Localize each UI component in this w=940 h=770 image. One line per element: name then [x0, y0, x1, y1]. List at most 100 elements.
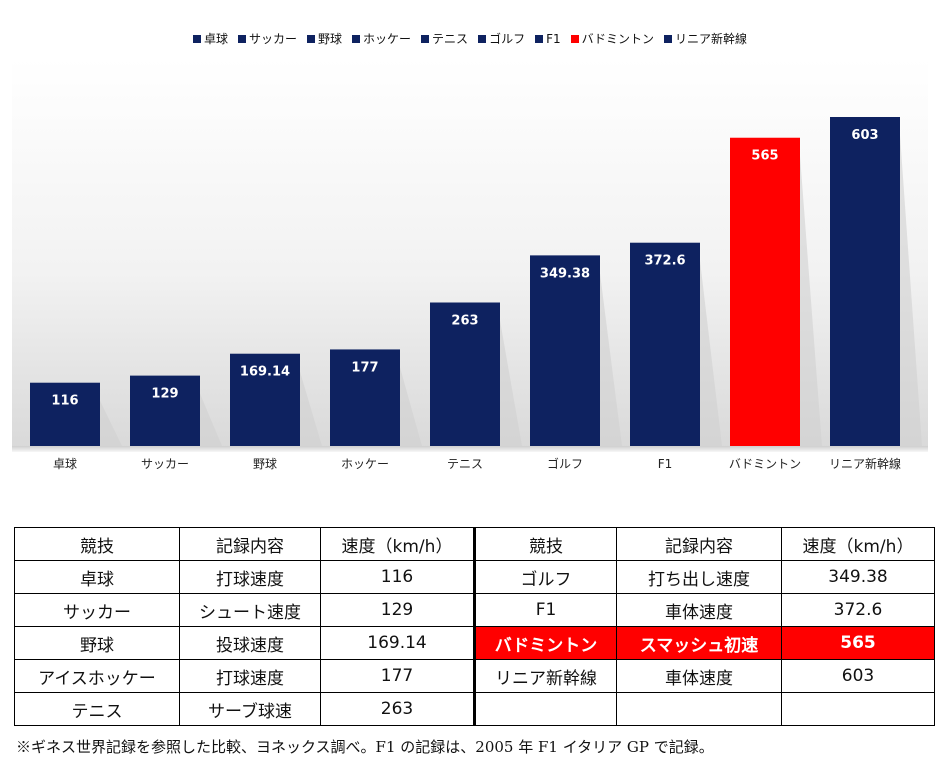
- table-header-cell: 競技: [14, 527, 180, 561]
- table-cell: 卓球: [14, 560, 180, 594]
- category-label: 卓球: [53, 457, 77, 471]
- table-cell: [616, 692, 782, 726]
- legend-item: ゴルフ: [478, 30, 525, 47]
- plot-floor: [12, 446, 928, 452]
- category-label: サッカー: [141, 457, 189, 471]
- table-row: テニス サーブ球速 263: [14, 692, 935, 726]
- bar-6: [530, 255, 600, 446]
- category-label: F1: [658, 457, 673, 471]
- table-cell: 打球速度: [179, 659, 321, 693]
- table-row: 卓球 打球速度 116 ゴルフ 打ち出し速度 349.38: [14, 560, 935, 594]
- category-label: リニア新幹線: [829, 456, 901, 471]
- table-cell: アイスホッケー: [14, 659, 180, 693]
- category-label: バドミントン: [729, 457, 801, 471]
- table-cell: 打球速度: [179, 560, 321, 594]
- bar-value-label: 263: [451, 314, 478, 329]
- table-cell: 169.14: [320, 626, 475, 660]
- legend-swatch: [421, 35, 430, 43]
- bar-value-label: 603: [851, 128, 878, 143]
- bar-value-label: 349.38: [540, 266, 590, 281]
- legend-label: 卓球: [203, 32, 228, 46]
- bar-9: [830, 117, 900, 446]
- legend-label: F1: [546, 32, 561, 46]
- legend-label: リニア新幹線: [675, 32, 748, 46]
- table-header-cell: 速度（km/h）: [781, 527, 935, 561]
- legend-swatch: [192, 35, 201, 43]
- legend-item: サッカー: [238, 30, 297, 47]
- legend-item: リニア新幹線: [664, 30, 747, 47]
- chart-legend: 卓球 サッカー 野球 ホッケー テニス ゴルフ F1 バドミントン リニア新幹線: [0, 30, 940, 47]
- table-header-cell: 速度（km/h）: [320, 527, 475, 561]
- table-cell: 349.38: [781, 560, 935, 594]
- bar-5: [430, 302, 500, 446]
- legend-label: ホッケー: [363, 32, 412, 46]
- table-cell: 603: [781, 659, 935, 693]
- bar-value-label: 177: [351, 360, 378, 375]
- bar-shadow: [800, 155, 822, 446]
- category-label: テニス: [447, 457, 483, 471]
- bar-shadow: [100, 400, 122, 446]
- table-cell: 565: [781, 626, 935, 660]
- legend-label: ゴルフ: [489, 32, 526, 46]
- table-cell: テニス: [14, 692, 180, 726]
- bar-shadow: [300, 371, 322, 446]
- table-cell: リニア新幹線: [473, 659, 617, 693]
- category-label: ゴルフ: [547, 456, 583, 471]
- legend-label: バドミントン: [581, 32, 654, 46]
- legend-item: F1: [535, 32, 561, 46]
- table-cell: 車体速度: [616, 659, 782, 693]
- bar-8: [730, 137, 800, 446]
- legend-label: 野球: [318, 32, 343, 46]
- category-label: ホッケー: [341, 457, 389, 471]
- table-cell: 野球: [14, 626, 180, 660]
- table-cell: ゴルフ: [473, 560, 617, 594]
- records-table: 競技 記録内容 速度（km/h） 競技 記録内容 速度（km/h） 卓球 打球速度 116 ゴルフ…: [14, 527, 935, 726]
- legend-swatch: [478, 35, 487, 43]
- table-row: 野球 投球速度 169.14 バドミントン スマッシュ初速 565: [14, 626, 935, 660]
- table-cell: 投球速度: [179, 626, 321, 660]
- bar-shadow: [600, 273, 622, 446]
- bar-4: [330, 349, 400, 446]
- legend-swatch: [352, 35, 361, 43]
- table-cell: 263: [320, 692, 475, 726]
- bar-2: [130, 375, 200, 446]
- bar-3: [230, 353, 300, 446]
- legend-item: バドミントン: [570, 30, 654, 47]
- bar-shadow: [400, 367, 422, 446]
- bar-7: [630, 242, 700, 446]
- category-label: 野球: [253, 457, 277, 471]
- bar-shadow: [900, 135, 922, 446]
- table-header-row: 競技 記録内容 速度（km/h） 競技 記録内容 速度（km/h）: [14, 527, 935, 561]
- legend-swatch: [570, 35, 579, 43]
- table-row: サッカー シュート速度 129 F1 車体速度 372.6: [14, 593, 935, 627]
- bar-shadow: [500, 320, 522, 446]
- legend-label: テニス: [432, 32, 469, 46]
- footnote: ※ギネス世界記録を参照した比較、ヨネックス調べ。F1 の記録は、2005 年 F…: [16, 738, 714, 756]
- table-cell: サーブ球速: [179, 692, 321, 726]
- legend-item: テニス: [421, 30, 468, 47]
- legend-item: ホッケー: [352, 30, 411, 47]
- legend-swatch: [307, 35, 316, 43]
- chart-canvas: 116 卓球 129 サッカー 169.14 野球 177 ホッケー 263 テニス 349.38 ゴ…: [12, 58, 928, 471]
- bar-value-label: 116: [51, 394, 78, 409]
- table-cell: 177: [320, 659, 475, 693]
- bar-chart: 116 卓球 129 サッカー 169.14 野球 177 ホッケー 263 テニス 349.38 ゴ…: [0, 30, 940, 471]
- bar-1: [30, 382, 100, 446]
- bar-value-label: 565: [751, 149, 778, 164]
- table-cell: 116: [320, 560, 475, 594]
- bar-value-label: 169.14: [240, 365, 290, 380]
- table-cell: 打ち出し速度: [616, 560, 782, 594]
- legend-swatch: [664, 35, 672, 43]
- table-cell: シュート速度: [179, 593, 321, 627]
- table-header-cell: 記録内容: [616, 527, 782, 561]
- table-cell: スマッシュ初速: [616, 626, 782, 660]
- table-header-cell: 競技: [473, 527, 617, 561]
- bar-shadow: [200, 393, 222, 446]
- legend-label: サッカー: [249, 32, 298, 46]
- table-cell: [473, 692, 617, 726]
- table-cell: F1: [473, 593, 617, 627]
- table-header-cell: 記録内容: [179, 527, 321, 561]
- legend-item: 野球: [307, 30, 342, 47]
- bar-shadow: [700, 260, 722, 446]
- table-cell: サッカー: [14, 593, 180, 627]
